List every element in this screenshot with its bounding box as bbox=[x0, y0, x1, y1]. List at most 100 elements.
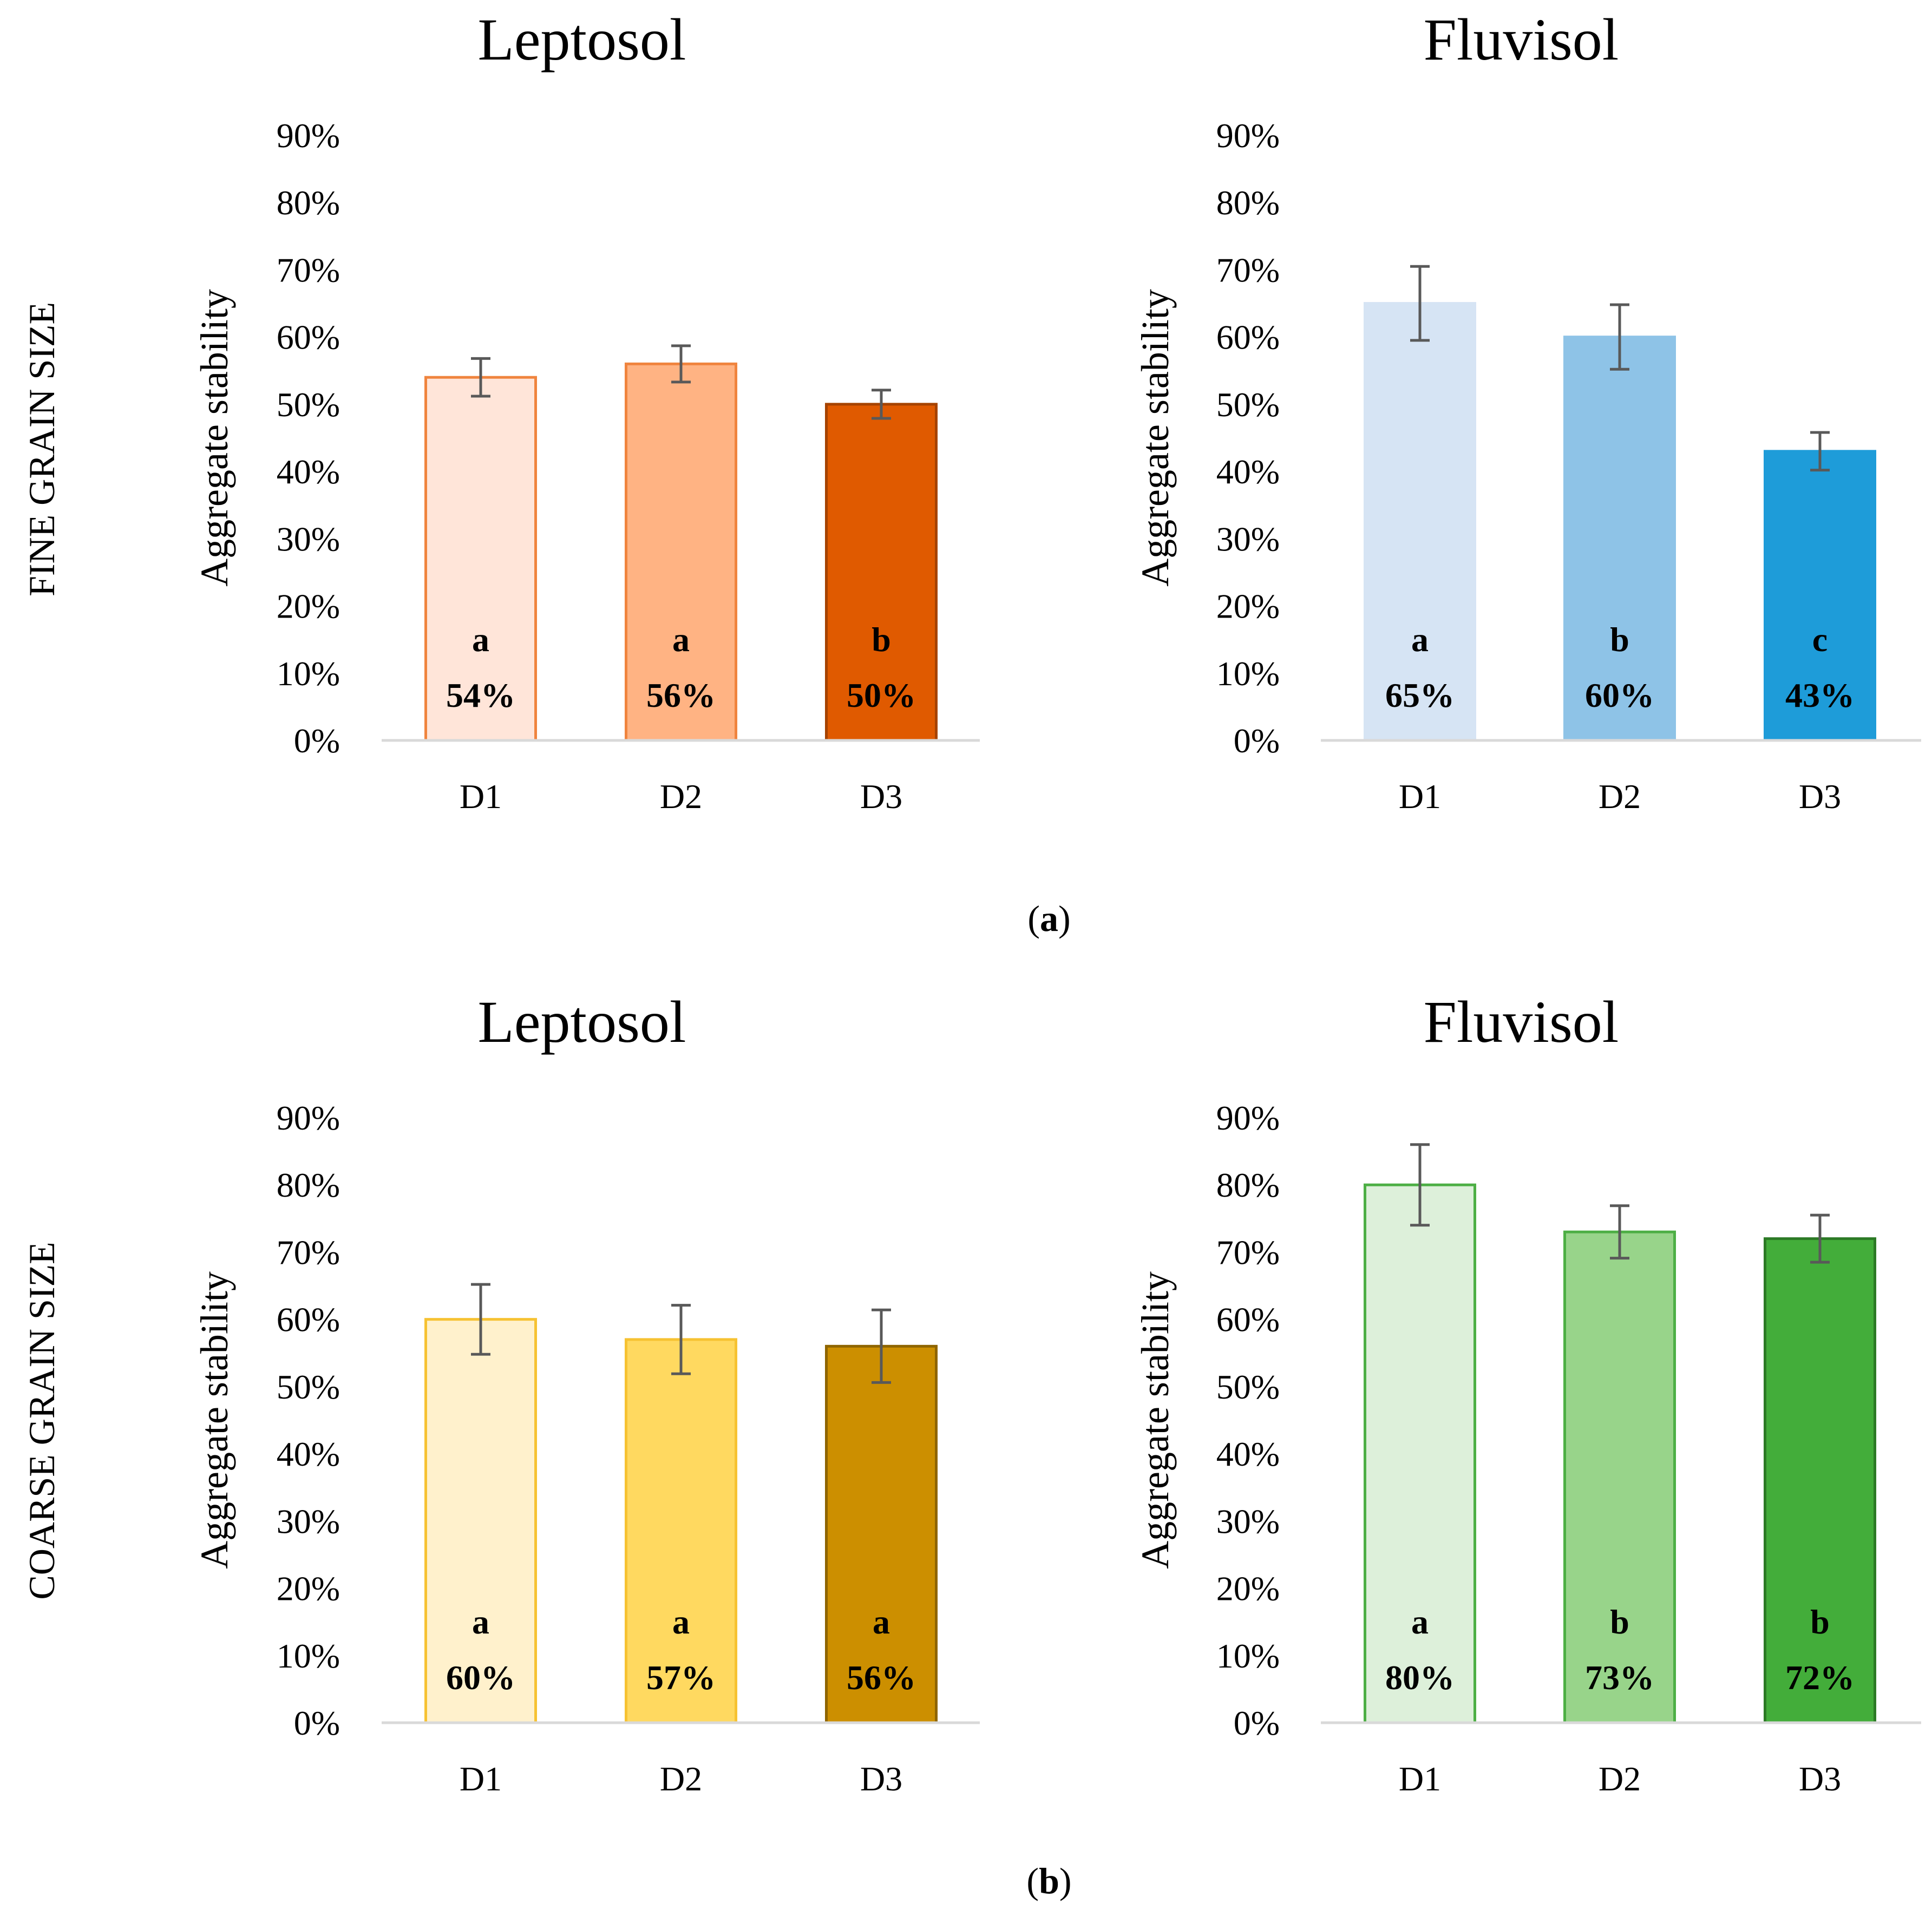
chart-title: Leptosol bbox=[478, 6, 686, 73]
bar-d2 bbox=[1563, 1230, 1676, 1724]
bar-d2 bbox=[625, 362, 737, 742]
x-tick-label: D1 bbox=[1399, 1760, 1441, 1798]
bar-d1 bbox=[424, 1318, 537, 1724]
y-tick-label: 90% bbox=[277, 116, 340, 155]
data-label: 54% bbox=[446, 676, 515, 714]
chart-title: Fluvisol bbox=[1424, 989, 1619, 1055]
y-tick-label: 60% bbox=[1216, 318, 1280, 357]
y-tick-label: 80% bbox=[1216, 183, 1280, 222]
y-tick-label: 20% bbox=[1216, 1570, 1280, 1608]
y-tick-label: 0% bbox=[1234, 721, 1280, 760]
y-axis-label: Aggregate stability bbox=[1134, 1271, 1177, 1569]
data-label: 65% bbox=[1385, 676, 1455, 714]
y-tick-label: 60% bbox=[277, 318, 340, 357]
chart-b-leptosol: Leptosol 0% 10% 20% 30% 40% 50% 60% 70% 80% 90% Agg… bbox=[193, 989, 980, 1798]
y-tick-label: 80% bbox=[277, 1166, 340, 1204]
y-tick-label: 60% bbox=[1216, 1301, 1280, 1339]
y-tick-label: 40% bbox=[277, 1435, 340, 1473]
significance-letter: b bbox=[1810, 1603, 1830, 1641]
y-tick-label: 20% bbox=[277, 587, 340, 626]
y-tick-label: 80% bbox=[1216, 1166, 1280, 1204]
caption-b: (b) bbox=[1026, 1860, 1071, 1901]
x-tick-label: D2 bbox=[660, 1760, 702, 1798]
x-tick-label: D2 bbox=[1599, 777, 1641, 816]
y-tick-label: 20% bbox=[1216, 587, 1280, 626]
y-tick-label: 70% bbox=[277, 1233, 340, 1271]
significance-letter: b bbox=[1610, 620, 1629, 659]
chart-a-fluvisol: Fluvisol 0% 10% 20% 30% 40% 50% 60% 70% 80% 90% Agg… bbox=[1134, 6, 1921, 816]
significance-letter: b bbox=[1610, 1603, 1629, 1641]
bar-d3 bbox=[1764, 1237, 1876, 1724]
y-tick-label: 80% bbox=[277, 183, 340, 222]
y-tick-label: 40% bbox=[277, 452, 340, 491]
data-label: 56% bbox=[646, 676, 716, 714]
x-tick-label: D1 bbox=[1399, 777, 1441, 816]
x-tick-label: D1 bbox=[460, 1760, 502, 1798]
bar-d1 bbox=[424, 376, 537, 742]
data-label: 57% bbox=[646, 1658, 716, 1697]
x-tick-label: D3 bbox=[1799, 1760, 1841, 1798]
charts: Leptosol 0% 10% 20% 30% 40% 50% 60% 70% 80% 90% Agg… bbox=[193, 6, 1921, 1798]
data-label: 60% bbox=[1585, 676, 1654, 714]
chart-a-leptosol: Leptosol 0% 10% 20% 30% 40% 50% 60% 70% 80% 90% Agg… bbox=[193, 6, 980, 816]
data-label: 72% bbox=[1785, 1658, 1855, 1697]
data-label: 50% bbox=[847, 676, 916, 714]
data-label: 60% bbox=[446, 1658, 515, 1697]
significance-letter: a bbox=[472, 1603, 489, 1641]
y-tick-label: 90% bbox=[1216, 1099, 1280, 1137]
data-label: 80% bbox=[1385, 1658, 1455, 1697]
y-tick-label: 70% bbox=[1216, 1233, 1280, 1271]
y-tick-label: 50% bbox=[277, 385, 340, 424]
y-tick-label: 70% bbox=[1216, 251, 1280, 289]
bar-d3 bbox=[825, 403, 938, 742]
x-tick-label: D2 bbox=[660, 777, 702, 816]
y-tick-label: 90% bbox=[277, 1099, 340, 1137]
x-tick-label: D3 bbox=[860, 1760, 902, 1798]
y-tick-label: 0% bbox=[1234, 1704, 1280, 1742]
significance-letter: a bbox=[1411, 620, 1429, 659]
y-tick-label: 0% bbox=[294, 1704, 340, 1742]
chart-title: Fluvisol bbox=[1424, 6, 1619, 73]
row-label-fine: FINE GRAIN SIZE bbox=[21, 302, 62, 596]
x-tick-label: D3 bbox=[1799, 777, 1841, 816]
y-axis-label: Aggregate stability bbox=[1134, 289, 1177, 587]
significance-letter: b bbox=[872, 620, 891, 659]
y-tick-label: 30% bbox=[1216, 1502, 1280, 1540]
y-tick-label: 0% bbox=[294, 721, 340, 760]
caption-a: (a) bbox=[1027, 898, 1070, 939]
y-axis-label: Aggregate stability bbox=[193, 289, 236, 587]
y-tick-label: 10% bbox=[277, 654, 340, 693]
bar-d1 bbox=[1364, 1183, 1476, 1724]
significance-letter: a bbox=[1411, 1603, 1429, 1641]
significance-letter: a bbox=[672, 620, 690, 659]
y-tick-label: 40% bbox=[1216, 452, 1280, 491]
bar-d2 bbox=[625, 1338, 737, 1724]
y-tick-label: 30% bbox=[277, 520, 340, 558]
x-tick-label: D2 bbox=[1599, 1760, 1641, 1798]
y-tick-label: 10% bbox=[1216, 654, 1280, 693]
data-label: 73% bbox=[1585, 1658, 1654, 1697]
y-axis-label: Aggregate stability bbox=[193, 1271, 236, 1569]
y-tick-label: 40% bbox=[1216, 1435, 1280, 1473]
y-tick-label: 10% bbox=[1216, 1637, 1280, 1675]
y-tick-label: 30% bbox=[277, 1502, 340, 1540]
y-tick-label: 20% bbox=[277, 1570, 340, 1608]
significance-letter: a bbox=[472, 620, 489, 659]
y-tick-label: 60% bbox=[277, 1301, 340, 1339]
significance-letter: a bbox=[672, 1603, 690, 1641]
y-tick-label: 50% bbox=[277, 1368, 340, 1406]
data-label: 43% bbox=[1785, 676, 1855, 714]
row-label-coarse: COARSE GRAIN SIZE bbox=[21, 1242, 62, 1599]
y-tick-label: 10% bbox=[277, 1637, 340, 1675]
y-tick-label: 30% bbox=[1216, 520, 1280, 558]
y-tick-label: 90% bbox=[1216, 116, 1280, 155]
y-tick-label: 50% bbox=[1216, 1368, 1280, 1406]
bar-d2 bbox=[1563, 336, 1676, 742]
chart-title: Leptosol bbox=[478, 989, 686, 1055]
x-tick-label: D1 bbox=[460, 777, 502, 816]
bar-d3 bbox=[1764, 450, 1876, 742]
x-tick-label: D3 bbox=[860, 777, 902, 816]
significance-letter: a bbox=[873, 1603, 890, 1641]
y-tick-label: 70% bbox=[277, 251, 340, 289]
